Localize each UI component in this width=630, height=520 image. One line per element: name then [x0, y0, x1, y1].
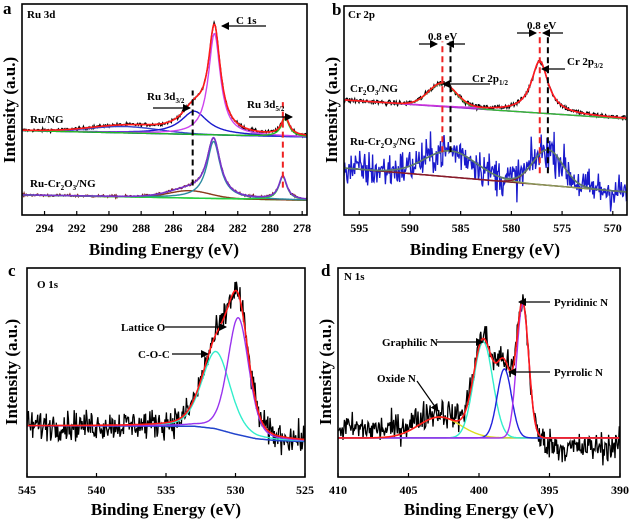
- fit-envelope: [27, 289, 305, 441]
- x-tick-label: 570: [604, 221, 622, 235]
- series-data-trace: [344, 59, 627, 121]
- plot-frame: [21, 3, 308, 216]
- label-shift-left: 0.8 eV: [428, 31, 457, 43]
- plot-area: [27, 281, 305, 456]
- y-axis-label: Intensity (a.u.): [2, 319, 21, 425]
- x-tick-label: 530: [227, 483, 245, 497]
- x-tick-label: 525: [296, 483, 314, 497]
- label-cr-2p12: Cr 2p1/2: [472, 73, 508, 87]
- x-tick-label: 410: [329, 483, 347, 497]
- x-tick-label: 390: [611, 483, 629, 497]
- series-data-trace: [27, 281, 305, 456]
- plot-area: [22, 20, 307, 201]
- x-tick-label: 545: [18, 483, 36, 497]
- y-axis-label: Intensity (a.u.): [322, 57, 341, 163]
- x-tick-label: 595: [350, 221, 368, 235]
- series-label-cr2o3-ng: Cr2O3/NG: [350, 83, 398, 97]
- fit-component-graphilic-n: [338, 341, 620, 439]
- x-tick-label: 282: [229, 221, 247, 235]
- x-tick-label: 395: [541, 483, 559, 497]
- panel-c-plot: 545 540 535 530 525: [18, 267, 314, 497]
- label-pyrrolic-n: Pyrrolic N: [554, 367, 603, 379]
- fit-envelope: [344, 148, 627, 193]
- arrow-oxide-n: [416, 380, 439, 412]
- fit-envelope: [22, 136, 307, 200]
- panel-title: N 1s: [344, 271, 365, 283]
- panel-letter: a: [3, 0, 12, 18]
- label-ru-3d32: Ru 3d3/2: [147, 91, 185, 105]
- plot-frame: [343, 5, 628, 216]
- series-data-trace: [22, 20, 307, 139]
- x-axis-label: Binding Energy (eV): [410, 240, 560, 259]
- panel-title: O 1s: [37, 279, 59, 291]
- series-label-ru-cr2o3-ng: Ru-Cr2O3/NG: [350, 136, 416, 150]
- x-tick-label: 280: [261, 221, 279, 235]
- label-graphilic-n: Graphilic N: [382, 337, 438, 349]
- label-oxide-n: Oxide N: [377, 373, 416, 385]
- x-tick-label: 575: [553, 221, 571, 235]
- panel-d: 410 405 400 395 390 d N 1s Intensity (a.u.) …: [316, 261, 629, 519]
- x-tick-label: 535: [157, 483, 175, 497]
- panel-letter: d: [321, 261, 331, 280]
- plot-area: [344, 59, 627, 212]
- fit-component-c-1s: [22, 32, 307, 137]
- panel-b: 595 590 585 580 575 570 b Cr 2p Intensity (a.…: [322, 0, 628, 259]
- label-pyridinic-n: Pyridinic N: [554, 297, 608, 309]
- x-tick-label: 286: [164, 221, 182, 235]
- x-tick-label: 580: [502, 221, 520, 235]
- label-cr-2p32: Cr 2p3/2: [567, 56, 603, 70]
- panel-title: Ru 3d: [27, 9, 55, 21]
- x-tick-label: 294: [36, 221, 54, 235]
- x-tick-label: 284: [197, 221, 215, 235]
- x-tick-label: 288: [132, 221, 150, 235]
- label-lattice-o: Lattice O: [121, 322, 166, 334]
- plot-frame: [26, 267, 306, 478]
- x-tick-label: 290: [100, 221, 118, 235]
- label-shift-right: 0.8 eV: [527, 20, 556, 32]
- fit-envelope: [22, 23, 307, 136]
- panel-title: Cr 2p: [348, 9, 375, 21]
- y-axis-label: Intensity (a.u.): [0, 57, 19, 163]
- x-axis-label: Binding Energy (eV): [404, 500, 554, 519]
- series-data-trace: [22, 137, 307, 201]
- fit-envelope: [344, 59, 627, 119]
- x-tick-label: 590: [401, 221, 419, 235]
- series-label-ru-cr2o3-ng: Ru-Cr2O3/NG: [30, 178, 96, 192]
- x-tick-label: 400: [470, 483, 488, 497]
- x-tick-label: 292: [68, 221, 86, 235]
- panel-letter: c: [8, 261, 16, 280]
- series-label-ru-ng: Ru/NG: [30, 114, 64, 126]
- fit-component-ru-3d5-2: [22, 117, 307, 137]
- panel-letter: b: [332, 0, 341, 19]
- x-tick-label: 278: [293, 221, 311, 235]
- label-c-o-c: C-O-C: [138, 349, 170, 361]
- panel-a-plot: 294 292 290 288 286 284 282 280 278: [21, 3, 311, 235]
- x-axis-label: Binding Energy (eV): [89, 240, 239, 259]
- x-tick-label: 405: [400, 483, 418, 497]
- label-ru-3d52: Ru 3d5/2: [247, 99, 285, 113]
- fit-envelope: [338, 300, 620, 439]
- panel-c: 545 540 535 530 525 c O 1s Intensity (a.u.) …: [2, 261, 314, 519]
- x-axis-label: Binding Energy (eV): [91, 500, 241, 519]
- y-axis-label: Intensity (a.u.): [316, 319, 335, 425]
- x-tick-label: 585: [452, 221, 470, 235]
- label-c1s: C 1s: [236, 15, 257, 27]
- fit-component-c-1s: [22, 140, 307, 201]
- series-data-trace: [344, 131, 627, 212]
- panel-a: 294 292 290 288 286 284 282 280 278 a Ru 3d Inte…: [0, 0, 311, 259]
- panel-b-plot: 595 590 585 580 575 570: [343, 5, 628, 235]
- x-tick-label: 540: [88, 483, 106, 497]
